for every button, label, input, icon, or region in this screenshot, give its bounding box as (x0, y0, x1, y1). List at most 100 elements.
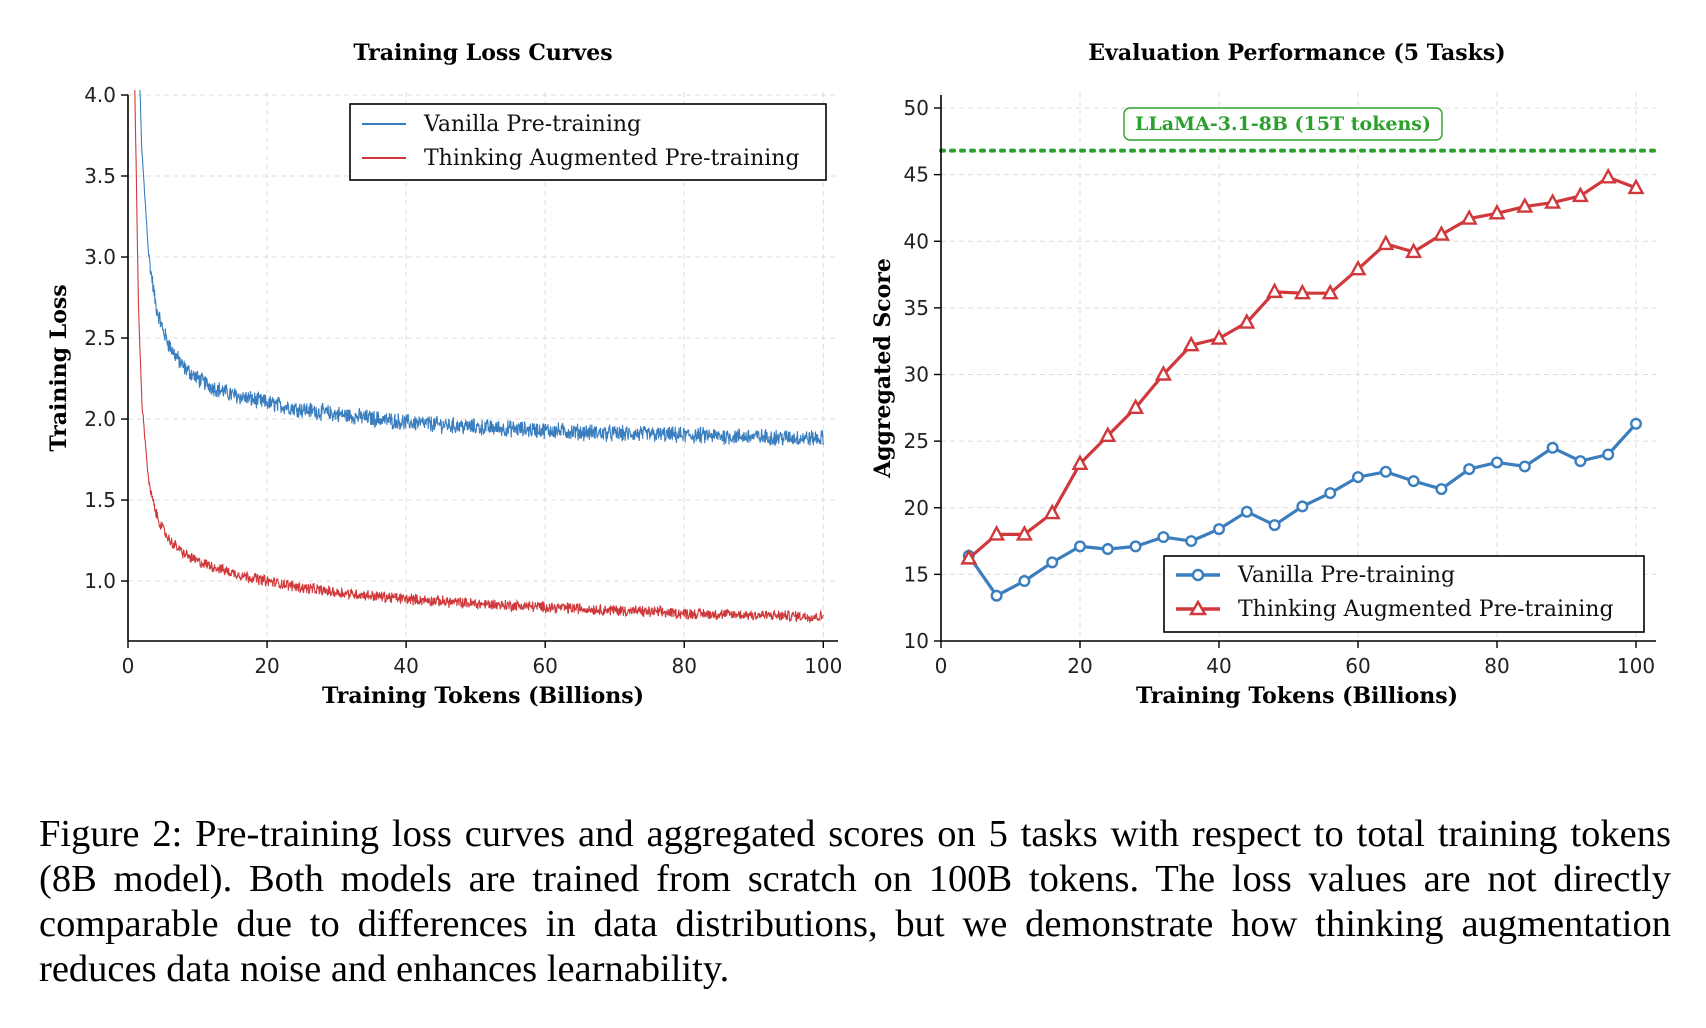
loss-ytick-label: 1.0 (84, 569, 116, 593)
eval-point-vanilla (1157, 531, 1170, 544)
loss-chart-series (134, 90, 824, 624)
eval-point-thinking (1154, 364, 1172, 381)
eval-point-thinking (1571, 186, 1589, 203)
loss-ytick-label: 4.0 (84, 83, 116, 107)
loss-xtick-label: 100 (804, 654, 842, 678)
loss-legend-label-vanilla: Vanilla Pre-training (423, 112, 641, 137)
eval-point-vanilla (1018, 575, 1031, 588)
eval-point-thinking (1071, 454, 1089, 470)
loss-ytick-label: 3.0 (84, 245, 116, 269)
eval-legend-marker-vanilla (1191, 568, 1205, 582)
loss-series-thinking (134, 90, 824, 624)
figure-caption: Figure 2: Pre-training loss curves and a… (39, 813, 1671, 990)
eval-legend-label-vanilla: Vanilla Pre-training (1237, 563, 1455, 588)
loss-chart-title: Training Loss Curves (353, 40, 612, 66)
eval-point-vanilla (990, 589, 1003, 602)
eval-point-vanilla (1101, 543, 1114, 556)
eval-xtick-label: 60 (1345, 654, 1370, 678)
eval-point-vanilla (1629, 417, 1642, 430)
loss-chart-ylabel: Training Loss (46, 284, 72, 451)
eval-point-thinking (988, 524, 1006, 541)
eval-xtick-label: 20 (1067, 654, 1092, 678)
eval-xtick-label: 80 (1484, 654, 1509, 678)
loss-chart-xlabel: Training Tokens (Billions) (322, 683, 644, 709)
eval-point-vanilla (1046, 556, 1059, 569)
loss-xtick-label: 60 (532, 654, 557, 678)
eval-point-thinking (1293, 283, 1311, 300)
eval-ytick-label: 25 (904, 429, 929, 453)
loss-xtick-label: 20 (254, 654, 279, 678)
eval-point-thinking (1377, 234, 1395, 251)
loss-chart-grid (127, 92, 838, 641)
eval-point-thinking (1127, 398, 1145, 415)
eval-point-vanilla (1268, 519, 1281, 532)
eval-ytick-label: 20 (904, 496, 929, 520)
eval-point-vanilla (1324, 487, 1337, 500)
figure-svg: Training Loss Curves 0 20 40 60 80 1001.01.52… (46, 40, 1658, 709)
eval-point-thinking (1544, 193, 1562, 209)
eval-point-vanilla (1574, 455, 1587, 468)
eval-point-vanilla (1351, 471, 1364, 484)
eval-point-thinking (1516, 197, 1534, 213)
eval-point-vanilla (1602, 448, 1615, 461)
eval-point-thinking (1432, 225, 1450, 241)
eval-point-vanilla (1296, 500, 1309, 513)
eval-reference-label-box (1123, 107, 1443, 141)
eval-point-vanilla (1073, 540, 1086, 553)
eval-point-vanilla (1435, 483, 1448, 496)
eval-chart-series (960, 167, 1645, 602)
eval-legend-marker-thinking (1188, 599, 1208, 616)
eval-point-thinking (1349, 259, 1367, 276)
eval-ytick-label: 40 (904, 229, 929, 253)
eval-point-thinking (1627, 178, 1645, 195)
eval-point-thinking (1266, 282, 1284, 299)
eval-point-thinking (1460, 209, 1478, 225)
eval-ytick-label: 35 (904, 296, 929, 320)
eval-chart-ticks: 0 20 40 60 80 100 10 15 20 25 30 35 40 45 50 (904, 96, 1656, 678)
eval-point-vanilla (1129, 540, 1142, 553)
loss-chart-ticks: 0 20 40 60 80 100 1.0 1.5 2.0 2.5 3.0 3.5 4.0 (84, 83, 842, 678)
loss-xtick-label: 40 (393, 654, 418, 678)
loss-ytick-label: 2.0 (84, 407, 116, 431)
eval-point-thinking (1182, 335, 1200, 352)
eval-point-vanilla (1240, 505, 1253, 518)
loss-xtick-label: 80 (672, 654, 697, 678)
eval-chart-xlabel: Training Tokens (Billions) (1136, 683, 1458, 709)
loss-ytick-label: 1.5 (84, 488, 116, 512)
eval-point-vanilla (1546, 441, 1559, 454)
eval-legend-label-thinking: Thinking Augmented Pre-training (1238, 597, 1614, 622)
loss-chart: Training Loss Curves 0 20 40 60 80 100 1.0 1.5 2… (46, 40, 842, 709)
eval-reference-label: LLaMA-3.1-8B (15T tokens) (1135, 113, 1431, 135)
loss-chart-legend: Vanilla Pre-training Thinking Augmented … (349, 103, 827, 181)
eval-chart-title: Evaluation Performance (5 Tasks) (1088, 40, 1505, 66)
eval-point-vanilla (1490, 456, 1503, 469)
eval-point-thinking (960, 548, 978, 565)
eval-point-thinking (1488, 203, 1506, 220)
loss-ytick-label: 2.5 (84, 326, 116, 350)
loss-xtick-label: 0 (122, 654, 135, 678)
eval-chart: Evaluation Performance (5 Tasks) LLaMA-3… (870, 40, 1658, 709)
eval-chart-legend: Vanilla Pre-training Thinking Augmented … (1163, 555, 1645, 633)
eval-reference-line: LLaMA-3.1-8B (15T tokens) (939, 107, 1658, 153)
eval-point-thinking (1210, 329, 1228, 345)
eval-ytick-label: 10 (904, 629, 929, 653)
loss-series-vanilla (139, 90, 824, 446)
eval-point-vanilla (1463, 463, 1476, 476)
eval-point-thinking (1599, 167, 1617, 184)
eval-xtick-label: 100 (1617, 654, 1655, 678)
loss-ytick-label: 3.5 (84, 164, 116, 188)
eval-chart-ylabel: Aggregated Score (870, 258, 896, 479)
eval-ytick-label: 30 (904, 363, 929, 387)
eval-point-vanilla (1212, 523, 1225, 536)
eval-ytick-label: 15 (904, 562, 929, 586)
eval-point-thinking (1043, 503, 1061, 520)
eval-point-vanilla (1379, 465, 1392, 478)
eval-point-thinking (1405, 242, 1423, 259)
eval-point-thinking (1238, 313, 1256, 329)
eval-xtick-label: 0 (935, 654, 948, 678)
eval-ytick-label: 50 (904, 96, 929, 120)
eval-point-thinking (1099, 426, 1117, 442)
eval-ytick-label: 45 (904, 163, 929, 187)
eval-xtick-label: 40 (1206, 654, 1231, 678)
eval-point-thinking (1321, 283, 1339, 300)
